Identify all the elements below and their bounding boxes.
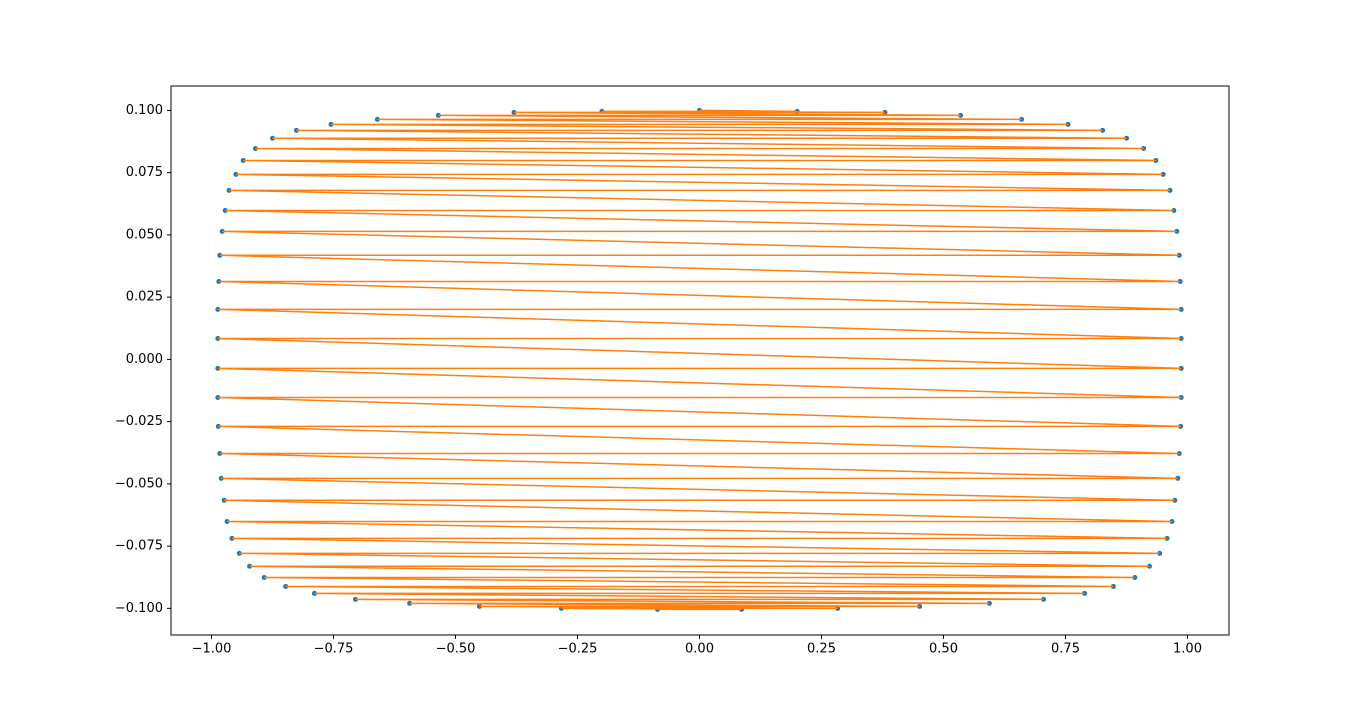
y-tick-label: −0.100 [115, 601, 163, 616]
x-tick-label: −1.00 [192, 642, 232, 657]
x-tick-label: 0.50 [929, 642, 958, 657]
x-tick-label: 0.25 [807, 642, 836, 657]
x-tick-label: −0.25 [558, 642, 598, 657]
x-tick-label: −0.75 [314, 642, 354, 657]
y-tick-label: −0.050 [115, 476, 163, 491]
x-tick-label: 0.75 [1051, 642, 1080, 657]
y-tick-label: −0.025 [115, 414, 163, 429]
data-line [217, 109, 1182, 611]
x-tick-label: −0.50 [436, 642, 476, 657]
y-tick-label: 0.100 [126, 103, 163, 118]
y-tick-label: −0.075 [115, 539, 163, 554]
axes-frame [170, 85, 1230, 636]
y-tick-label: 0.025 [126, 290, 163, 305]
y-tick-label: 0.075 [126, 165, 163, 180]
y-tick-label: 0.000 [126, 352, 163, 367]
x-tick-label: 0.00 [685, 642, 714, 657]
x-tick-label: 1.00 [1173, 642, 1202, 657]
y-tick-label: 0.050 [126, 227, 163, 242]
plot-area [171, 86, 1229, 635]
